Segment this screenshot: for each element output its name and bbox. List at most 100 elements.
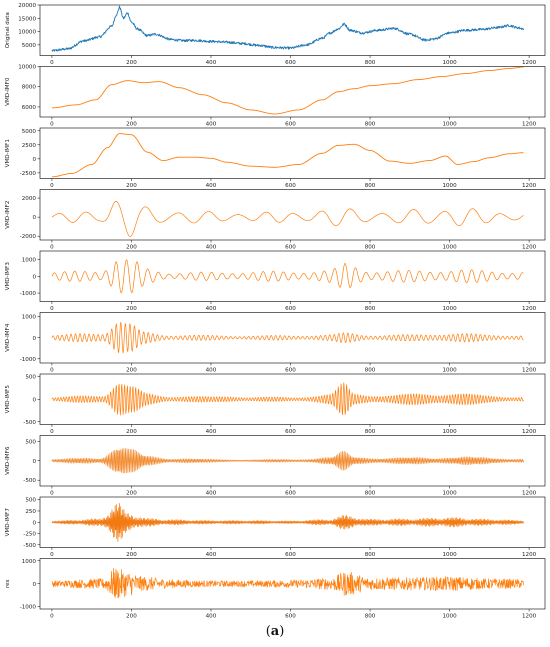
y-tick-label: 500 [25, 375, 36, 381]
subplot-7: VMD-IMF6 0 200 400 600 800 1000 1200 -500 0 500 [5, 435, 546, 497]
ticks: 0 200 400 600 800 1000 1200 -2500 0 2500 5000 [20, 129, 537, 189]
y-tick-label: 0 [32, 582, 36, 588]
y-tick-label: 0 [32, 336, 36, 342]
x-tick-label: 800 [365, 245, 376, 251]
x-tick-label: 0 [50, 60, 54, 66]
ticks: 0 200 400 600 800 1000 1200 -500 0 500 [23, 439, 536, 496]
ticks: 0 200 400 600 800 1000 1200 -500 0 500 [23, 375, 536, 435]
x-tick-label: 400 [206, 60, 217, 66]
x-tick-label: 1200 [522, 614, 537, 620]
y-tick-label: 5000 [22, 129, 37, 135]
axes-frame [39, 189, 546, 241]
ticks: 0 200 400 600 800 1000 1200 -1000 0 1000 [20, 315, 537, 374]
y-axis-label: VMD-IMF7 [5, 508, 11, 537]
ticks: 0 200 400 600 800 1000 1200 -500 -250 0 250 500 [23, 498, 536, 558]
subplot-8: VMD-IMF7 0 200 400 600 800 1000 1200 -500 -250 0 25… [5, 496, 546, 558]
subplot-0: Original data 0 200 400 600 800 1000 1200 5000 10… [5, 3, 546, 66]
x-tick-label: 1200 [522, 183, 537, 189]
y-tick-label: 0 [32, 274, 36, 280]
y-tick-label: 6000 [22, 105, 37, 111]
y-tick-label: -500 [23, 543, 36, 549]
x-tick-label: 200 [126, 122, 137, 128]
x-tick-label: 800 [365, 183, 376, 189]
x-tick-label: 800 [365, 491, 376, 497]
axes-frame [39, 4, 546, 56]
x-tick-label: 1000 [442, 306, 457, 312]
y-axis-label: res [5, 579, 11, 588]
x-tick-label: 0 [50, 614, 54, 620]
x-tick-label: 1000 [442, 245, 457, 251]
x-tick-label: 400 [206, 368, 217, 374]
x-tick-label: 0 [50, 122, 54, 128]
x-tick-label: 400 [206, 614, 217, 620]
x-tick-label: 400 [206, 429, 217, 435]
x-tick-label: 600 [285, 552, 296, 558]
x-tick-label: 600 [285, 122, 296, 128]
x-tick-label: 400 [206, 122, 217, 128]
series-line [51, 568, 524, 599]
axes-frame [39, 127, 546, 179]
y-tick-label: 0 [32, 157, 36, 163]
y-axis-label: VMD-IMF6 [5, 446, 11, 475]
y-tick-label: 15000 [18, 16, 36, 22]
x-tick-label: 1200 [522, 552, 537, 558]
y-tick-label: -250 [23, 532, 36, 538]
x-tick-label: 800 [365, 552, 376, 558]
y-tick-label: 10000 [18, 30, 36, 36]
y-tick-label: -500 [23, 420, 36, 426]
x-tick-label: 600 [285, 306, 296, 312]
x-tick-label: 600 [285, 60, 296, 66]
y-tick-label: 500 [25, 498, 36, 504]
y-tick-label: -1000 [20, 291, 37, 297]
series-line [51, 382, 524, 416]
subplot-4: VMD-IMF3 0 200 400 600 800 1000 1200 -1000 0 1000 [5, 250, 546, 312]
axes-frame [39, 373, 546, 425]
y-tick-label: 1000 [22, 315, 37, 321]
x-tick-label: 1200 [522, 368, 537, 374]
series-line [51, 5, 524, 52]
subplot-3: VMD-IMF2 0 200 400 600 800 1000 1200 -2000 0 2000 [5, 189, 546, 251]
y-axis-label: VMD-IMF3 [5, 262, 11, 291]
ticks: 0 200 400 600 800 1000 1200 5000 10000 15000 20000 [18, 3, 536, 66]
y-tick-label: -1000 [20, 605, 37, 611]
y-tick-label: 500 [25, 439, 36, 445]
x-tick-label: 200 [126, 60, 137, 66]
y-tick-label: -2500 [20, 171, 37, 177]
y-axis-label: VMD-IMF1 [5, 139, 11, 168]
y-tick-label: 0 [32, 459, 36, 465]
axes-frame [39, 435, 546, 487]
x-tick-label: 800 [365, 122, 376, 128]
subplot-2: VMD-IMF1 0 200 400 600 800 1000 1200 -2500 0 2500 5… [5, 127, 546, 189]
y-tick-label: 1000 [22, 257, 37, 263]
x-tick-label: 0 [50, 245, 54, 251]
y-axis-label: Original data [5, 12, 11, 48]
x-tick-label: 400 [206, 491, 217, 497]
x-tick-label: 200 [126, 552, 137, 558]
x-tick-label: 1200 [522, 245, 537, 251]
series-line [51, 448, 524, 474]
x-tick-label: 600 [285, 429, 296, 435]
x-tick-label: 200 [126, 368, 137, 374]
y-tick-label: 5000 [22, 43, 37, 49]
y-axis-label: VMD-IMF4 [5, 323, 11, 352]
series-line [51, 66, 524, 115]
subplot-6: VMD-IMF5 0 200 400 600 800 1000 1200 -500 0 500 [5, 373, 546, 435]
axes-frame [39, 66, 546, 118]
y-tick-label: -2000 [20, 234, 37, 240]
y-tick-label: -1000 [20, 357, 37, 363]
x-tick-label: 1000 [442, 368, 457, 374]
x-tick-label: 800 [365, 306, 376, 312]
x-tick-label: 1200 [522, 122, 537, 128]
ticks: 0 200 400 600 800 1000 1200 -1000 0 1000 [20, 257, 537, 312]
x-tick-label: 1200 [522, 306, 537, 312]
x-tick-label: 1000 [442, 122, 457, 128]
y-tick-label: 250 [25, 509, 36, 515]
y-tick-label: 0 [32, 215, 36, 221]
x-tick-label: 800 [365, 429, 376, 435]
subplot-1: VMD-IMF0 0 200 400 600 800 1000 1200 6000 8000 100… [5, 65, 546, 128]
x-tick-label: 0 [50, 183, 54, 189]
x-tick-label: 200 [126, 183, 137, 189]
x-tick-label: 1000 [442, 491, 457, 497]
axes-frame [39, 250, 546, 302]
